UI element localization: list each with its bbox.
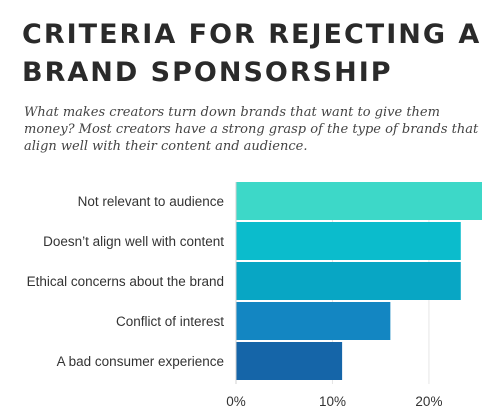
bar [236,302,391,340]
category-label: A bad consumer experience [57,354,224,369]
x-tick-label: 20% [415,394,442,409]
bar [236,342,343,380]
chart-title: CRITERIA FOR REJECTING A BRAND SPONSORSH… [22,19,482,88]
x-tick-label: 0% [226,394,246,409]
bar [236,222,461,260]
bar [236,262,461,300]
bar [236,182,482,220]
bar-chart-svg: Not relevant to audience Doesn’t align we… [27,182,482,409]
bar-chart: Not relevant to audience Doesn’t align we… [0,170,495,415]
x-tick-label: 10% [319,394,346,409]
category-label: Conflict of interest [116,314,224,329]
category-label: Ethical concerns about the brand [27,274,224,289]
chart-subtitle: What makes creators turn down brands tha… [24,105,479,154]
category-label: Not relevant to audience [78,194,224,209]
category-label: Doesn’t align well with content [43,234,224,249]
